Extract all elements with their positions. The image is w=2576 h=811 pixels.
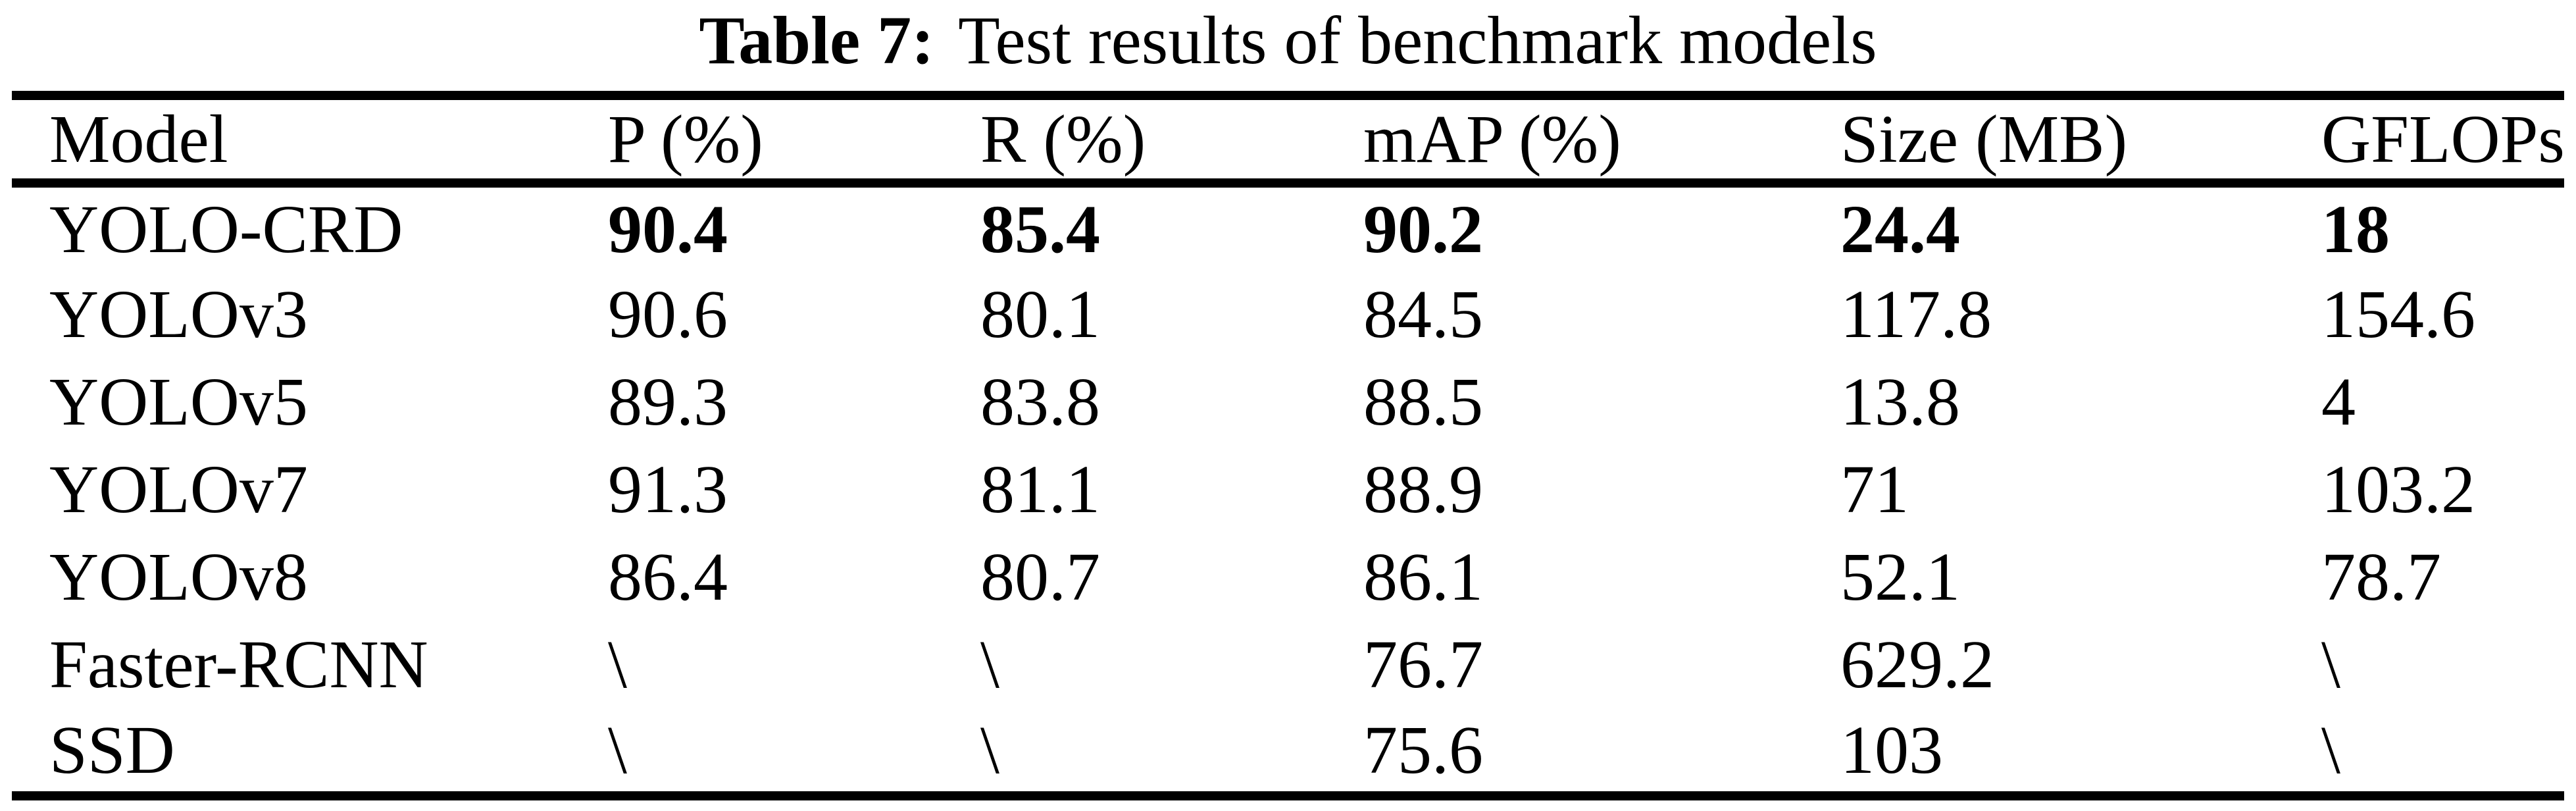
col-header-r: R (%)	[980, 101, 1146, 177]
table-row-faster-rcnn: Faster-RCNN \ \ 76.7 629.2 \	[12, 621, 2564, 708]
table-caption-label: Table 7:	[699, 3, 934, 78]
cell-size: 24.4	[1840, 191, 1960, 267]
cell-map: 90.2	[1363, 191, 1483, 267]
cell-gflops: 18	[2321, 191, 2390, 267]
col-header-gflops: GFLOPs	[2321, 101, 2565, 177]
cell-p: 89.3	[608, 364, 728, 440]
cell-size: 117.8	[1840, 276, 1992, 352]
col-header-size: Size (MB)	[1840, 101, 2128, 177]
cell-gflops: 78.7	[2321, 539, 2441, 615]
cell-size: 629.2	[1840, 627, 1994, 702]
cell-r: 80.1	[980, 276, 1100, 352]
table-row-yolov7: YOLOv7 91.3 81.1 88.9 71 103.2	[12, 446, 2564, 533]
cell-r: \	[980, 627, 999, 702]
cell-gflops: \	[2321, 627, 2340, 702]
cell-p: 91.3	[608, 452, 728, 527]
cell-gflops: 4	[2321, 364, 2356, 440]
benchmark-results-table: Model P (%) R (%) mAP (%) Size (MB) GFLO…	[12, 91, 2565, 800]
table-body: YOLO-CRD 90.4 85.4 90.2 24.4 18 YOLOv3 9…	[12, 183, 2564, 796]
cell-gflops: 154.6	[2321, 276, 2475, 352]
table-row-yolo-crd: YOLO-CRD 90.4 85.4 90.2 24.4 18	[12, 183, 2564, 271]
cell-model: Faster-RCNN	[49, 627, 428, 702]
table-row-ssd: SSD \ \ 75.6 103 \	[12, 708, 2564, 796]
cell-r: 80.7	[980, 539, 1100, 615]
cell-map: 88.5	[1363, 364, 1483, 440]
cell-model: YOLO-CRD	[49, 191, 403, 267]
cell-size: 52.1	[1840, 539, 1960, 615]
cell-size: 103	[1840, 712, 1943, 788]
table-caption-text: Test results of benchmark models	[958, 3, 1877, 78]
cell-map: 86.1	[1363, 539, 1483, 615]
cell-map: 88.9	[1363, 452, 1483, 527]
table-row-yolov3: YOLOv3 90.6 80.1 84.5 117.8 154.6	[12, 271, 2564, 358]
cell-p: \	[608, 627, 627, 702]
cell-model: YOLOv3	[49, 276, 308, 352]
cell-size: 71	[1840, 452, 1909, 527]
cell-p: 90.6	[608, 276, 728, 352]
table-row-yolov8: YOLOv8 86.4 80.7 86.1 52.1 78.7	[12, 533, 2564, 621]
cell-gflops: 103.2	[2321, 452, 2475, 527]
cell-model: YOLOv7	[49, 452, 308, 527]
cell-p: 90.4	[608, 191, 728, 267]
table-header: Model P (%) R (%) mAP (%) Size (MB) GFLO…	[12, 95, 2565, 183]
cell-size: 13.8	[1840, 364, 1960, 440]
col-header-model: Model	[49, 101, 228, 177]
cell-r: 85.4	[980, 191, 1100, 267]
cell-r: 83.8	[980, 364, 1100, 440]
cell-gflops: \	[2321, 712, 2340, 788]
cell-r: \	[980, 712, 999, 788]
table-row-yolov5: YOLOv5 89.3 83.8 88.5 13.8 4	[12, 358, 2564, 446]
cell-model: YOLOv5	[49, 364, 308, 440]
cell-p: 86.4	[608, 539, 728, 615]
cell-map: 76.7	[1363, 627, 1483, 702]
col-header-map: mAP (%)	[1363, 101, 1621, 177]
cell-model: YOLOv8	[49, 539, 308, 615]
cell-p: \	[608, 712, 627, 788]
cell-map: 84.5	[1363, 276, 1483, 352]
cell-r: 81.1	[980, 452, 1100, 527]
table-caption: Table 7: Test results of benchmark models	[0, 0, 2576, 91]
cell-model: SSD	[49, 712, 175, 788]
header-row: Model P (%) R (%) mAP (%) Size (MB) GFLO…	[12, 95, 2565, 183]
cell-map: 75.6	[1363, 712, 1483, 788]
col-header-p: P (%)	[608, 101, 763, 177]
